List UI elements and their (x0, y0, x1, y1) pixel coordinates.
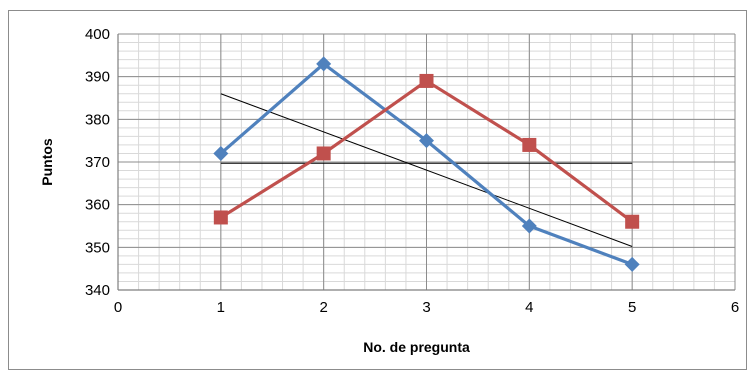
series-1-point (624, 256, 640, 272)
x-tick-label: 2 (319, 299, 327, 316)
y-tick-label: 390 (85, 69, 110, 86)
x-axis-title: No. de pregunta (363, 339, 470, 355)
trend-line (220, 93, 633, 247)
series-1-point (419, 133, 434, 149)
y-tick-label: 400 (85, 26, 110, 43)
series-2-point (213, 210, 228, 225)
x-tick-label: 1 (217, 299, 225, 316)
chart-frame (8, 10, 747, 370)
series-2-point (419, 73, 434, 88)
x-tick-label: 3 (422, 299, 430, 316)
y-tick-label: 370 (85, 154, 110, 171)
series-1-point (213, 145, 229, 161)
series-2-point (522, 137, 537, 152)
series-1-point (316, 56, 332, 72)
x-tick-label: 0 (114, 299, 122, 316)
y-tick-label: 380 (85, 111, 110, 128)
y-axis-title: Puntos (39, 138, 55, 186)
series-2-point (316, 146, 331, 161)
y-tick-label: 350 (85, 239, 110, 256)
y-tick-label: 340 (85, 282, 110, 299)
x-tick-label: 6 (731, 299, 739, 316)
series-2-point (625, 214, 640, 229)
x-tick-label: 5 (628, 299, 636, 316)
series-1-point (521, 218, 537, 234)
y-tick-label: 360 (85, 197, 110, 214)
x-tick-label: 4 (525, 299, 533, 316)
